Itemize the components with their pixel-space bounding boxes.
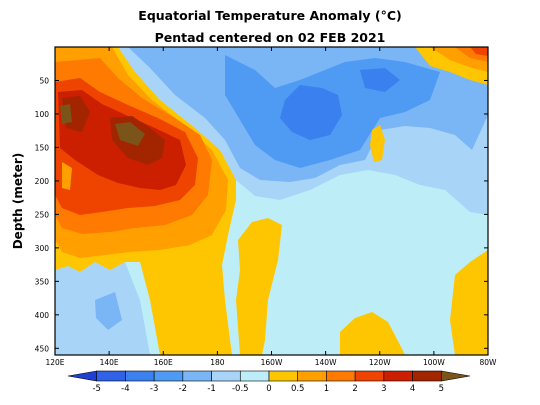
y-tick-label: 150 [35, 143, 50, 152]
colorbar-swatch [297, 370, 327, 382]
contour-pos-east-3 [470, 47, 488, 56]
x-tick-label: 120W [369, 358, 391, 367]
chart-subtitle: Pentad centered on 02 FEB 2021 [155, 30, 386, 45]
y-axis-ticks: 50 100 150 200 250 300 350 400 450 [35, 76, 488, 353]
x-tick-label: 180 [210, 358, 225, 367]
colorbar-label: 0.5 [291, 384, 305, 394]
colorbar-swatch [239, 370, 270, 382]
y-tick-label: 350 [35, 277, 50, 286]
y-tick-label: 450 [35, 344, 50, 353]
colorbar-label: 1 [324, 384, 329, 394]
x-tick-label: 80W [480, 358, 498, 367]
colorbar-swatch [412, 370, 442, 382]
y-tick-label: 250 [35, 210, 50, 219]
colorbar-swatch [326, 370, 356, 382]
contour-neg-near-surface [62, 162, 72, 190]
contour-neg-1-deep [95, 292, 122, 330]
colorbar: -5 -4 -3 -2 -1 -0.5 0 0.5 1 2 3 4 5 [67, 370, 471, 394]
colorbar-swatch [268, 370, 299, 382]
colorbar-label: 4 [410, 384, 415, 394]
y-tick-label: 300 [35, 244, 50, 253]
colorbar-label: 3 [381, 384, 386, 394]
x-axis-ticks: 120E 140E 160E 180 160W 140W 120W 100W 80W [45, 47, 497, 367]
colorbar-swatch [354, 370, 385, 382]
colorbar-swatch [125, 370, 155, 382]
contour-pos-deep-3 [450, 250, 488, 355]
colorbar-label: 5 [439, 384, 444, 394]
x-tick-label: 140W [315, 358, 337, 367]
y-tick-label: 200 [35, 177, 50, 186]
contour-neg-3b [360, 68, 400, 92]
colorbar-swatch [383, 370, 413, 382]
contour-pos-deep-4 [370, 125, 385, 162]
y-axis-label: Depth (meter) [11, 153, 25, 250]
colorbar-swatch [211, 370, 241, 382]
contour-pos-deep-2 [340, 312, 405, 355]
colorbar-label: -0.5 [232, 384, 249, 394]
x-tick-label: 140E [100, 358, 119, 367]
x-tick-label: 160E [154, 358, 173, 367]
y-tick-label: 100 [35, 110, 50, 119]
colorbar-swatch [182, 370, 212, 382]
contour-pos-deep-1 [236, 218, 282, 355]
x-tick-label: 160W [261, 358, 283, 367]
colorbar-swatch [440, 370, 471, 382]
colorbar-label: -1 [207, 384, 215, 394]
anomaly-field [55, 47, 488, 355]
contour-pos-6 [60, 104, 72, 124]
colorbar-label: -3 [150, 384, 158, 394]
colorbar-swatch [153, 370, 184, 382]
contour-neg-3 [280, 85, 342, 140]
colorbar-label: 2 [352, 384, 357, 394]
y-tick-label: 400 [35, 311, 50, 320]
colorbar-label: 0 [266, 384, 271, 394]
colorbar-label: -4 [121, 384, 129, 394]
colorbar-swatch [67, 370, 98, 382]
x-tick-label: 100W [423, 358, 445, 367]
colorbar-label: -2 [179, 384, 187, 394]
contour-pos-6b [115, 122, 145, 146]
y-tick-label: 50 [39, 76, 49, 85]
colorbar-label: -5 [92, 384, 100, 394]
colorbar-swatch [96, 370, 126, 382]
chart-title: Equatorial Temperature Anomaly (°C) [138, 8, 401, 23]
x-tick-label: 120E [45, 358, 64, 367]
